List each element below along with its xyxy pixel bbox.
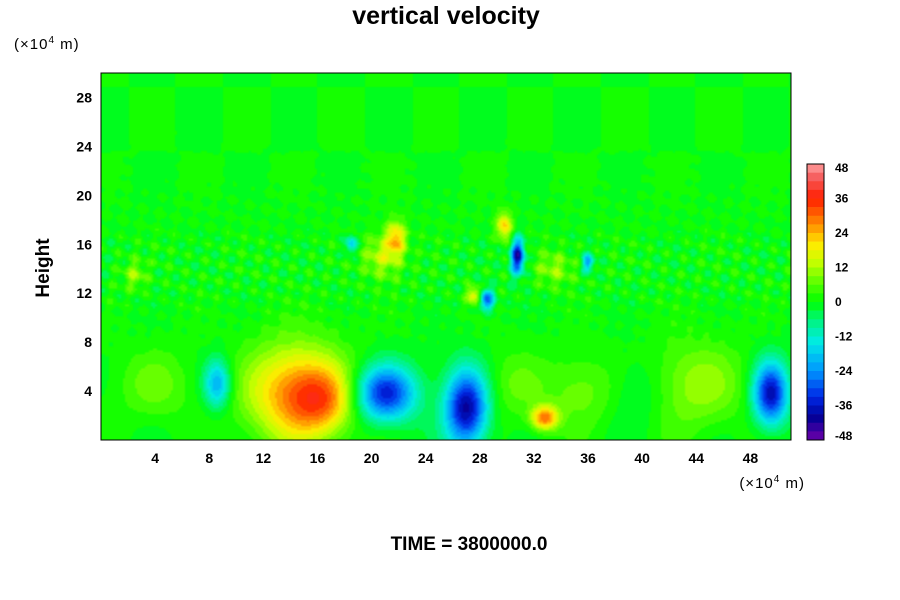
colorbar-level bbox=[807, 336, 824, 346]
colorbar-tick-label: -24 bbox=[835, 364, 853, 378]
chart-title: vertical velocity bbox=[352, 2, 540, 30]
y-tick-label: 12 bbox=[76, 285, 92, 301]
colorbar-tick-label: -36 bbox=[835, 399, 853, 413]
x-tick-label: 8 bbox=[205, 450, 213, 466]
x-tick-label: 44 bbox=[689, 450, 705, 466]
x-axis-unit: (×104 m) bbox=[739, 474, 805, 492]
colorbar-level bbox=[807, 388, 824, 398]
colorbar-tick-label: 24 bbox=[835, 226, 849, 240]
colorbar-level bbox=[807, 267, 824, 277]
x-tick-label: 20 bbox=[364, 450, 380, 466]
colorbar-tick-label: 48 bbox=[835, 161, 849, 175]
plot-frame bbox=[100, 72, 792, 441]
colorbar-level bbox=[807, 284, 824, 294]
colorbar-frame bbox=[806, 163, 825, 441]
colorbar-tick-label: 36 bbox=[835, 192, 849, 206]
time-label: TIME = 3800000.0 bbox=[391, 534, 548, 555]
colorbar-level bbox=[807, 198, 824, 208]
colorbar-level bbox=[807, 241, 824, 251]
x-tick-label: 40 bbox=[634, 450, 650, 466]
colorbar-level bbox=[807, 258, 824, 268]
colorbar-level bbox=[807, 293, 824, 303]
colorbar-level bbox=[807, 172, 824, 182]
colorbar-level bbox=[807, 302, 824, 311]
y-tick-label: 28 bbox=[76, 89, 92, 105]
x-tick-label: 48 bbox=[743, 450, 759, 466]
x-tick-label: 28 bbox=[472, 450, 488, 466]
colorbar-level bbox=[807, 379, 824, 389]
colorbar-tick-label: 12 bbox=[835, 261, 849, 275]
colorbar-level bbox=[807, 396, 824, 406]
x-tick-label: 12 bbox=[256, 450, 272, 466]
colorbar-level bbox=[807, 164, 824, 173]
y-axis-label: Height bbox=[33, 238, 54, 298]
y-tick-label: 24 bbox=[76, 138, 92, 154]
y-tick-label: 4 bbox=[84, 383, 92, 399]
colorbar-level bbox=[807, 371, 824, 380]
colorbar-level bbox=[807, 362, 824, 372]
y-tick-label: 20 bbox=[76, 187, 92, 203]
colorbar-level bbox=[807, 215, 824, 225]
y-tick-label: 16 bbox=[76, 236, 92, 252]
y-axis-ticks: 4 8 12 16 20 24 28 bbox=[76, 89, 92, 399]
x-tick-label: 16 bbox=[310, 450, 326, 466]
colorbar-level bbox=[807, 319, 824, 329]
colorbar-tick-label: -48 bbox=[835, 429, 853, 443]
colorbar-level bbox=[807, 207, 824, 217]
x-axis-ticks: 4 8 12 16 20 24 28 32 36 40 44 48 bbox=[151, 450, 758, 466]
colorbar-tick-label: 0 bbox=[835, 295, 842, 309]
x-tick-label: 24 bbox=[418, 450, 434, 466]
colorbar-tick-label: -12 bbox=[835, 330, 853, 344]
colorbar-level bbox=[807, 405, 824, 415]
colorbar-level bbox=[807, 224, 824, 234]
y-tick-label: 8 bbox=[84, 334, 92, 350]
colorbar-level bbox=[807, 414, 824, 424]
colorbar-ticks: 48 36 24 12 0 -12 -24 -36 -48 bbox=[835, 161, 853, 443]
colorbar-level bbox=[807, 189, 824, 199]
colorbar-level bbox=[807, 345, 824, 355]
colorbar-level bbox=[807, 310, 824, 320]
colorbar-level bbox=[807, 181, 824, 191]
colorbar bbox=[806, 163, 825, 441]
colorbar-level bbox=[807, 327, 824, 337]
heatmap-field bbox=[101, 73, 791, 440]
x-tick-label: 32 bbox=[526, 450, 542, 466]
heatmap-plot bbox=[100, 72, 792, 441]
colorbar-level bbox=[807, 276, 824, 286]
colorbar-level bbox=[807, 233, 824, 242]
colorbar-level bbox=[807, 250, 824, 260]
y-axis-unit: (×104 m) bbox=[14, 35, 80, 53]
colorbar-level bbox=[807, 422, 824, 432]
x-tick-label: 36 bbox=[580, 450, 596, 466]
x-tick-label: 4 bbox=[151, 450, 159, 466]
colorbar-level bbox=[807, 431, 824, 441]
colorbar-level bbox=[807, 353, 824, 363]
